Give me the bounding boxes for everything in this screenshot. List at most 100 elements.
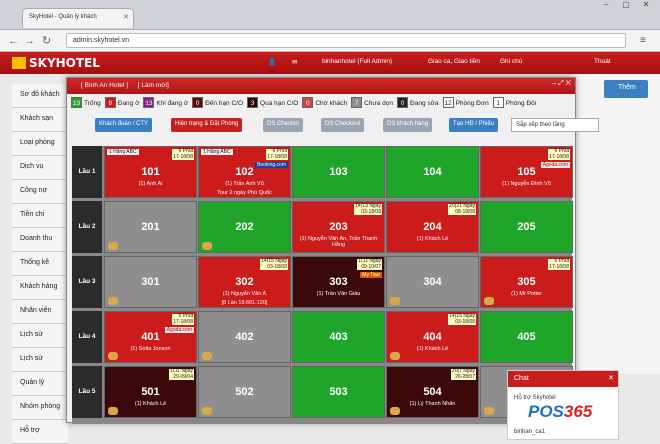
room-tile[interactable]: 403 [292,311,385,363]
sidebar-item[interactable]: Nhóm phòng [12,396,68,420]
maximize-icon[interactable]: ▢ [622,0,630,9]
legend-item[interactable]: 13 Trống [71,97,101,108]
add-button[interactable]: Thêm [604,80,648,98]
user-icon[interactable]: 👤 [268,59,277,66]
room-tile[interactable]: 203 (1) Nguyễn Văn An, Trần Thanh Hằng 14(… [292,201,385,253]
sidebar-item[interactable]: Loại phòng [12,132,68,156]
housekeeping-icon[interactable] [202,407,212,415]
housekeeping-icon[interactable] [484,407,494,415]
room-number: 103 [329,166,348,178]
sidebar-item[interactable]: Thống kê [12,252,68,276]
sidebar-item[interactable]: Quản lý [12,372,68,396]
room-tile[interactable]: 404 (1) Khách Lẻ 14(15 Ngày 03-18/08 [386,311,479,363]
housekeeping-icon[interactable] [390,407,400,415]
forward-icon[interactable]: → [24,35,35,47]
room-tile[interactable]: 503 [292,366,385,418]
sidebar-item[interactable]: Dịch vụ [12,156,68,180]
legend-item[interactable]: 0 Chờ khách [302,97,347,108]
checkin-list-button[interactable]: DS Checkin [263,118,303,132]
room-tile[interactable]: 201 [104,201,197,253]
group-guest-button[interactable]: Khách đoàn / CTY [95,118,153,132]
housekeeping-icon[interactable] [108,297,118,305]
logout-button[interactable]: Thoát [594,58,611,65]
housekeeping-icon[interactable] [202,352,212,360]
legend-item[interactable]: 1 Phòng Đôi [492,97,536,108]
legend-item[interactable]: 9 Đang ở [104,97,139,108]
close-icon[interactable]: ✕ [123,14,129,21]
housekeeping-icon[interactable] [390,352,400,360]
sidebar-item[interactable]: Khách sạn [12,108,68,132]
sidebar-item[interactable]: Nhân viên [12,300,68,324]
legend-item[interactable]: 7 Chưa dọn [351,97,393,108]
room-tile[interactable]: 205 [480,201,573,253]
room-tile[interactable]: 504 (1) Lý Thanh Nhân 20(7 Ngày 26-28/07 [386,366,479,418]
room-guest: (1) Sofia Jonson [130,346,171,352]
mail-icon[interactable]: ✉ [292,59,298,66]
url-input[interactable]: admin.skyhotel.vn [66,33,626,48]
room-tile[interactable]: 305 (1) Mr Potter 6 Phút 17-18/08 [480,256,573,308]
chat-close-icon[interactable]: ✕ [608,375,614,382]
room-tile[interactable]: 502 [198,366,291,418]
chat-support[interactable]: Hỗ trợ Skyhotel [514,395,556,401]
housekeeping-icon[interactable] [108,352,118,360]
housekeeping-icon[interactable] [202,242,212,250]
room-tile[interactable]: 301 [104,256,197,308]
sidebar-item[interactable]: Sơ đồ khách [12,84,68,108]
legend-item[interactable]: 13 Khi đang ở [143,97,188,108]
housekeeping-icon[interactable] [484,297,494,305]
legend-item[interactable]: 3 Quá hạn C/O [247,97,298,108]
room-tile[interactable]: 101 (1) Anh Ai 6 Phút 17-18/08 1 Hãng ABC [104,146,197,198]
room-guest: (1) Nguyễn Văn A [222,291,267,297]
dialog-controls[interactable]: – ⤢ ✕ [552,80,571,87]
address-bar: ← → ↻ admin.skyhotel.vn ≡ [0,30,660,52]
floor-row: Lầu 3 301 302 (1) Nguyễn Văn A 14(15 Ngày 03… [72,256,573,308]
room-note: [8 Lần 19.601.120] [221,300,268,306]
sidebar-item[interactable]: Doanh thu [12,228,68,252]
room-tile[interactable]: 202 [198,201,291,253]
legend-item[interactable]: 0 Đến hạn C/O [192,97,243,108]
legend-item[interactable]: 12 Phòng Đơn [442,97,489,108]
booking-button[interactable]: Hiện trạng & Đặt Phòng [171,118,243,132]
room-tile[interactable]: 302 (1) Nguyễn Văn A 14(15 Ngày 03-18/08 [8… [198,256,291,308]
room-tile[interactable]: 405 [480,311,573,363]
legend-item[interactable]: 0 Đang sửa [397,97,439,108]
customer-list-button[interactable]: DS khách hàng [383,118,433,132]
chat-user[interactable]: binhan_ca1 [514,429,546,435]
refresh-link[interactable]: [ Làm mới] [137,82,169,89]
app-logo[interactable]: SKYHOTEL [12,56,100,70]
room-tile[interactable]: 105 (1) Nguyễn Đình Vũ 6 Phút 17-18/08 Agod… [480,146,573,198]
room-tile[interactable]: 204 (1) Khách Lẻ 20(21 Ngày 08-18/08 [386,201,479,253]
room-tile[interactable]: 303 (1) Trần Văn Giàu 1(11 Ngày 09-10/07 My… [292,256,385,308]
room-tile[interactable]: 501 (1) Khách Lẻ 1(11 Ngày 29-09/04 [104,366,197,418]
create-invoice-button[interactable]: Tạo HĐ / Phiếu [449,118,499,132]
sidebar-item[interactable]: Lịch sử [12,324,68,348]
room-tile[interactable]: 401 (1) Sofia Jonson 5 Phút 17-18/08 Agoda.… [104,311,197,363]
back-icon[interactable]: ← [8,35,19,47]
minimize-icon[interactable]: – [603,0,609,9]
housekeeping-icon[interactable] [108,242,118,250]
sidebar-item[interactable]: Khách hàng [12,276,68,300]
room-tile[interactable]: 104 [386,146,479,198]
room-tile[interactable]: 103 [292,146,385,198]
sidebar-item[interactable]: Hỗ trợ [12,420,68,444]
sidebar-item[interactable]: Tiền chi [12,204,68,228]
checkout-list-button[interactable]: DS Checkout [321,118,365,132]
room-tile[interactable]: 102 (1) Trần Anh Vũ 6 Phút 17-18/08 1 Hãng … [198,146,291,198]
room-tile[interactable]: 304 [386,256,479,308]
menu-icon[interactable]: ≡ [640,35,646,46]
legend-count: 0 [192,97,204,108]
chat-title[interactable]: Chat [508,371,618,387]
housekeeping-icon[interactable] [390,297,400,305]
housekeeping-icon[interactable] [108,407,118,415]
window-close-icon[interactable]: ✕ [642,0,650,9]
sort-select[interactable]: Sắp xếp theo tầng [511,118,599,132]
shift-button[interactable]: Giao ca, Giao tiền [428,58,481,65]
reload-icon[interactable]: ↻ [42,35,52,47]
room-number: 202 [235,221,254,233]
sidebar-item[interactable]: Lịch sử [12,348,68,372]
user-menu[interactable]: binhanhotel (Full Admin) [322,58,393,65]
browser-tab[interactable]: SkyHotel - Quản lý khách ✕ [22,8,134,28]
room-tile[interactable]: 402 [198,311,291,363]
sidebar-item[interactable]: Công nợ [12,180,68,204]
notes-button[interactable]: Ghi chú [500,58,523,65]
